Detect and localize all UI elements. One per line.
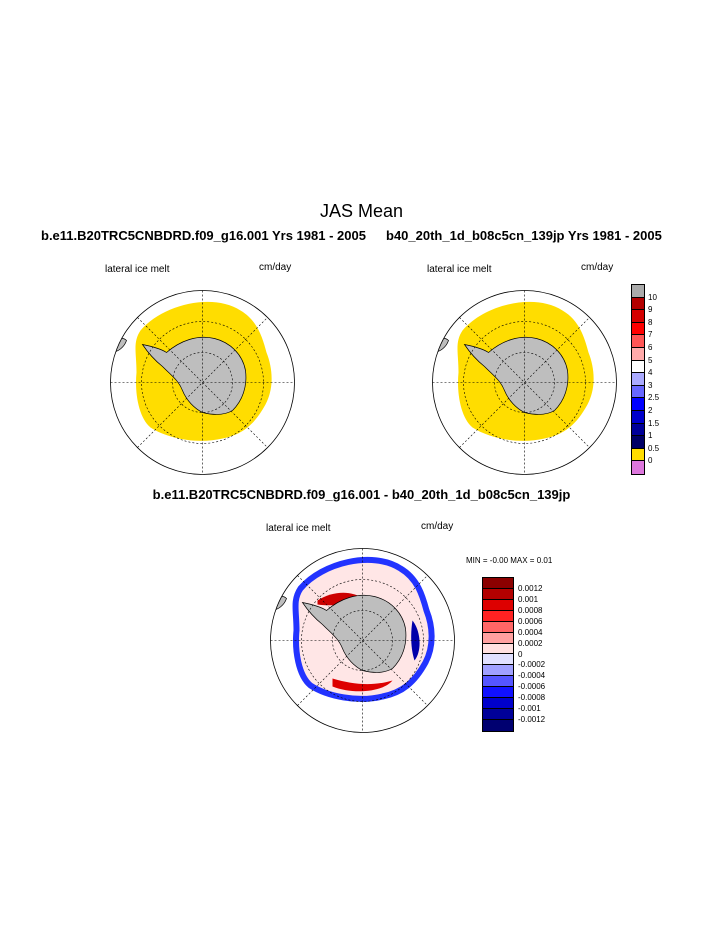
colorbar-label: 8 <box>648 317 653 327</box>
colorbar-label: 7 <box>648 330 653 340</box>
colorbar-label: 6 <box>648 343 653 352</box>
colorbar-label: 3 <box>648 380 653 390</box>
colorbar-swatch <box>632 436 644 449</box>
colorbar-swatch <box>632 385 644 399</box>
outer-negative-band <box>292 556 435 702</box>
colorbar-label: 0 <box>518 649 523 659</box>
colorbar-label: -0.0012 <box>518 715 546 725</box>
difference-panel-title: b.e11.B20TRC5CNBDRD.f09_g16.001 - b40_20… <box>152 487 571 502</box>
diff-units-label: cm/day <box>421 521 454 532</box>
colorbar-swatch <box>483 578 513 589</box>
min-max-label: MIN = -0.00 MAX = 0.01 <box>466 556 553 565</box>
colorbar-swatch <box>483 621 513 633</box>
colorbar-swatch <box>632 410 644 424</box>
colorbar-label: -0.0002 <box>518 660 546 670</box>
colorbar-label: -0.0008 <box>518 693 546 703</box>
left-units-label: cm/day <box>259 262 292 273</box>
colorbar-swatch <box>483 676 513 688</box>
colorbar-label: 0.5 <box>648 443 660 453</box>
colorbar-label: -0.001 <box>518 704 541 714</box>
right-units-label: cm/day <box>581 262 614 273</box>
colorbar-label: -0.0006 <box>518 682 546 692</box>
colorbar-swatch <box>483 610 513 622</box>
colorbar-swatch <box>632 461 644 474</box>
left-polar-map <box>110 290 295 475</box>
colorbar-swatch <box>483 588 513 600</box>
colorbar-swatch <box>632 373 644 386</box>
colorbar-swatch <box>632 297 644 311</box>
page-title: JAS Mean <box>319 201 404 221</box>
colorbar-label: 0.0004 <box>518 627 543 637</box>
colorbar-label: 0.0012 <box>518 583 543 593</box>
colorbar-label: 9 <box>648 305 653 315</box>
colorbar-swatch <box>483 632 513 644</box>
colorbar-label: 0 <box>648 456 653 466</box>
colorbar-swatch <box>483 599 513 611</box>
colorbar-swatch <box>483 643 513 655</box>
colorbar-swatch <box>632 285 644 298</box>
right-panel-title: b40_20th_1d_b08c5cn_139jp Yrs 1981 - 200… <box>386 228 662 243</box>
colorbar-label: 4 <box>648 368 653 378</box>
colorbar-swatch <box>632 423 644 437</box>
colorbar-swatch <box>483 665 513 677</box>
colorbar-label: 0.0002 <box>518 638 543 648</box>
levels-colorbar <box>631 284 645 475</box>
colorbar-swatch <box>483 698 513 710</box>
colorbar-swatch <box>632 398 644 411</box>
diff-variable-label: lateral ice melt <box>266 523 331 534</box>
colorbar-label: 1 <box>648 431 653 441</box>
colorbar-swatch <box>483 709 513 720</box>
colorbar-label: -0.0004 <box>518 671 546 681</box>
colorbar-swatch <box>483 719 513 731</box>
right-polar-map <box>432 290 617 475</box>
colorbar-label: 0.0008 <box>518 605 543 615</box>
colorbar-label: 2.5 <box>648 393 660 403</box>
colorbar-swatch <box>632 448 644 462</box>
colorbar-swatch <box>483 687 513 699</box>
colorbar-swatch <box>632 347 644 361</box>
colorbar-swatch <box>632 360 644 374</box>
colorbar-swatch <box>632 310 644 323</box>
colorbar-label: 5 <box>648 355 653 365</box>
colorbar-label: 0.001 <box>518 594 539 604</box>
colorbar-label: 0.0006 <box>518 616 543 626</box>
colorbar-swatch <box>483 654 513 666</box>
colorbar-label: 10 <box>648 292 657 302</box>
colorbar-label: 1.5 <box>648 418 660 428</box>
left-panel-title: b.e11.B20TRC5CNBDRD.f09_g16.001 Yrs 1981… <box>41 228 366 243</box>
colorbar-swatch <box>632 335 644 348</box>
difference-colorbar <box>482 577 514 732</box>
right-variable-label: lateral ice melt <box>427 264 492 275</box>
colorbar-label: 2 <box>648 406 653 415</box>
colorbar-swatch <box>632 322 644 336</box>
difference-polar-map <box>270 548 455 733</box>
left-variable-label: lateral ice melt <box>105 264 170 275</box>
